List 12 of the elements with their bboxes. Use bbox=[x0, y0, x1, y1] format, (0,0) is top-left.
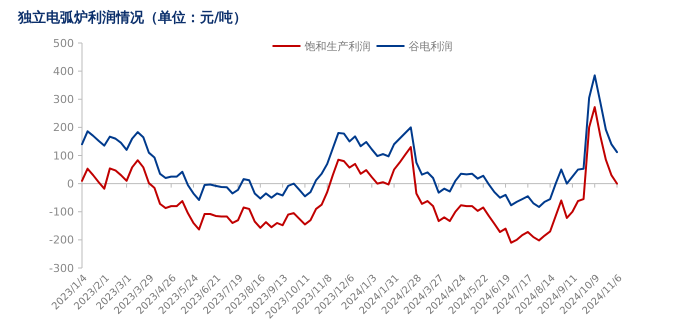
y-tick-label: 500 bbox=[53, 36, 74, 50]
y-tick-label: 0 bbox=[67, 177, 74, 190]
chart-title: 独立电弧炉利润情况（单位：元/吨） bbox=[17, 9, 248, 26]
legend-label: 饱和生产利润 bbox=[304, 40, 370, 53]
y-tick-label: 400 bbox=[53, 64, 74, 78]
y-tick-label: 300 bbox=[53, 93, 74, 106]
legend-label: 谷电利润 bbox=[408, 40, 452, 53]
y-tick-label: -300 bbox=[49, 262, 74, 275]
y-tick-label: -100 bbox=[49, 206, 74, 219]
y-tick-label: 200 bbox=[53, 121, 74, 134]
y-tick-label: -200 bbox=[49, 234, 74, 247]
y-tick-label: 100 bbox=[53, 149, 74, 162]
